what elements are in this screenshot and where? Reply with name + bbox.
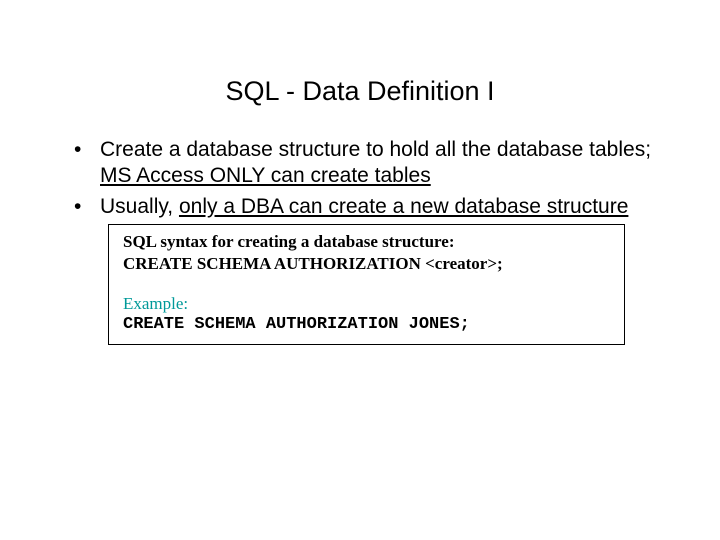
bullet-item: Create a database structure to hold all … <box>70 137 660 190</box>
syntax-box: SQL syntax for creating a database struc… <box>108 224 625 345</box>
bullet-list: Create a database structure to hold all … <box>0 137 720 220</box>
bullet-text-prefix: Create a database structure to hold all … <box>100 138 651 161</box>
spacer <box>123 275 610 293</box>
example-code: CREATE SCHEMA AUTHORIZATION JONES; <box>123 315 610 334</box>
bullet-text-prefix: Usually, <box>100 195 179 218</box>
example-label: Example: <box>123 293 610 315</box>
bullet-item: Usually, only a DBA can create a new dat… <box>70 194 660 220</box>
syntax-code: CREATE SCHEMA AUTHORIZATION <creator>; <box>123 253 610 275</box>
bullet-text-underlined: MS Access ONLY can create tables <box>100 164 431 187</box>
slide-title: SQL - Data Definition I <box>0 0 720 137</box>
bullet-text-underlined: only a DBA can create a new database str… <box>179 195 628 218</box>
syntax-label: SQL syntax for creating a database struc… <box>123 231 610 253</box>
